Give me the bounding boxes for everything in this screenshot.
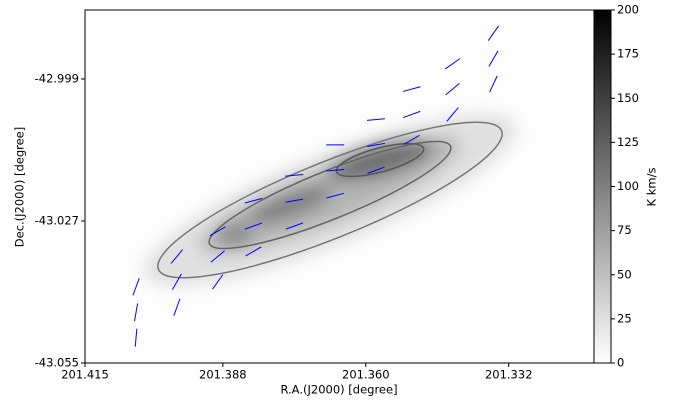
polarization-vector [326, 168, 345, 172]
polarization-vector [366, 118, 386, 121]
colorbar [593, 9, 612, 364]
y-tick-label: -43.055 [35, 356, 79, 370]
polarization-vector [367, 142, 385, 147]
polarization-vector [487, 25, 499, 41]
y-tick-label: -43.027 [35, 213, 79, 227]
polarization-vector [244, 197, 263, 204]
colorbar-tick-label: 200 [617, 3, 639, 17]
polarization-vector [445, 82, 460, 96]
polarization-vector [444, 58, 461, 70]
colorbar-tick-label: 50 [617, 267, 632, 281]
polarization-vector [132, 278, 140, 296]
emission-map [85, 10, 594, 363]
colorbar-tick-label: 25 [617, 311, 632, 325]
x-tick-label: 201.388 [199, 368, 247, 382]
polarization-vector [134, 328, 138, 347]
polarization-vector [285, 222, 303, 230]
colorbar-tick-label: 125 [617, 135, 639, 149]
x-tick-label: 201.360 [342, 368, 390, 382]
polarization-vector [402, 86, 421, 92]
x-tick-label: 201.332 [485, 368, 533, 382]
x-axis-label: R.A.(J2000) [degree] [280, 383, 397, 397]
y-tick-label: -42.999 [35, 71, 79, 85]
polarization-vector [403, 134, 420, 145]
colorbar-tick-label: 100 [617, 179, 639, 193]
polarization-vector [489, 75, 498, 93]
colorbar-label: K km/s [645, 168, 659, 207]
colorbar-tick-label: 75 [617, 223, 632, 237]
polarization-vector [173, 298, 181, 316]
polarization-vector [245, 246, 262, 257]
polarization-vector [488, 50, 499, 67]
polarization-vector [171, 273, 182, 290]
colorbar-tick-label: 150 [617, 91, 639, 105]
colorbar-tick-label: 0 [617, 356, 624, 370]
polarization-vector [367, 166, 385, 174]
polarization-vector [285, 174, 304, 177]
polarization-vector [403, 110, 421, 119]
colorbar-tick-label: 175 [617, 47, 639, 61]
polarization-vector [170, 249, 184, 264]
polarization-vector [285, 198, 304, 203]
y-axis-label: Dec.(J2000) [degree] [13, 127, 27, 247]
polarization-vector [326, 192, 344, 199]
polarization-vector [446, 107, 459, 122]
polarization-vector [133, 303, 139, 322]
polarization-vector [209, 226, 226, 237]
polarization-vector [212, 274, 224, 290]
polarization-vector [244, 222, 263, 230]
polarization-vector [210, 250, 225, 263]
x-tick-label: 201.415 [61, 368, 109, 382]
